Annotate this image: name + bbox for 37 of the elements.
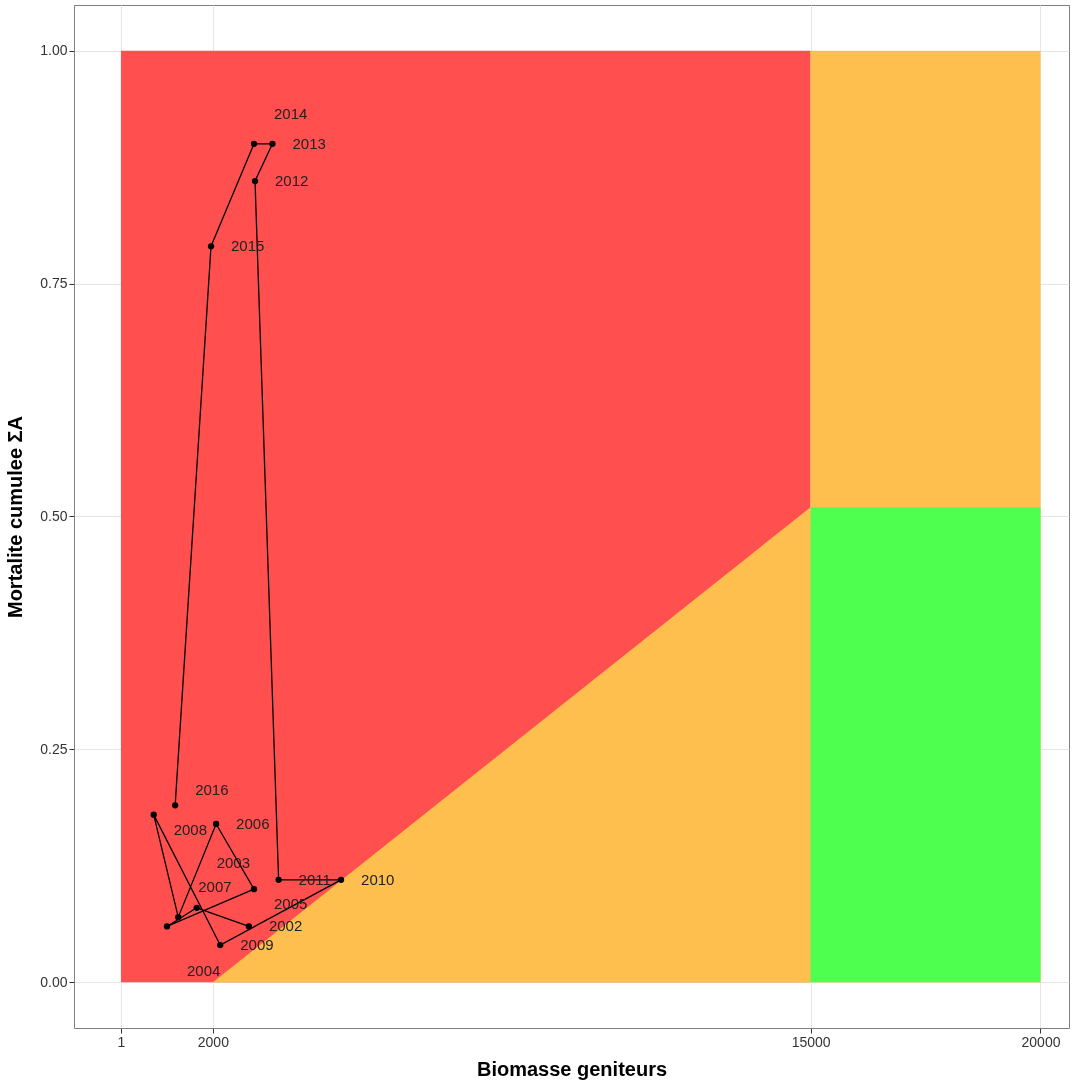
point [212,820,220,828]
point [275,876,282,884]
x-tick-label: 20000 [1021,1033,1061,1050]
point [163,923,171,930]
point [175,913,182,921]
x-tick-label: 1 [117,1033,126,1050]
y-tick-label: 1.00 [40,42,68,59]
annotation: 2013 [292,134,326,152]
point [250,886,258,893]
x-tick-label: 15000 [791,1033,831,1050]
y-tick-label: 0.00 [40,973,68,990]
y-tick-label: 0.25 [40,740,68,757]
point [150,811,157,818]
point [217,941,224,949]
y-tick-label: 0.50 [40,508,68,524]
annotation: 2010 [361,870,395,888]
annotation: 2004 [186,962,221,980]
point [193,904,200,911]
x-axis-title: Biomasse geniteurs [476,1057,668,1080]
point [171,802,179,809]
annotation: 2012 [275,172,309,190]
annotation: 2002 [268,917,303,935]
annotation: 2016 [195,781,229,799]
annotation: 2007 [198,878,232,896]
point [245,923,253,930]
y-tick-label: 0.75 [40,275,68,292]
annotation: 2014 [274,104,308,122]
annotation: 2006 [236,814,270,832]
y-axis-title: Mortalite cumulee ΣA [4,415,27,619]
point [269,140,276,147]
annotation: 2008 [173,820,208,838]
point [250,140,258,147]
x-tick-label: 2000 [197,1033,230,1050]
point [207,243,215,250]
point [337,876,345,884]
point [251,177,259,185]
annotation: 2009 [240,936,274,954]
